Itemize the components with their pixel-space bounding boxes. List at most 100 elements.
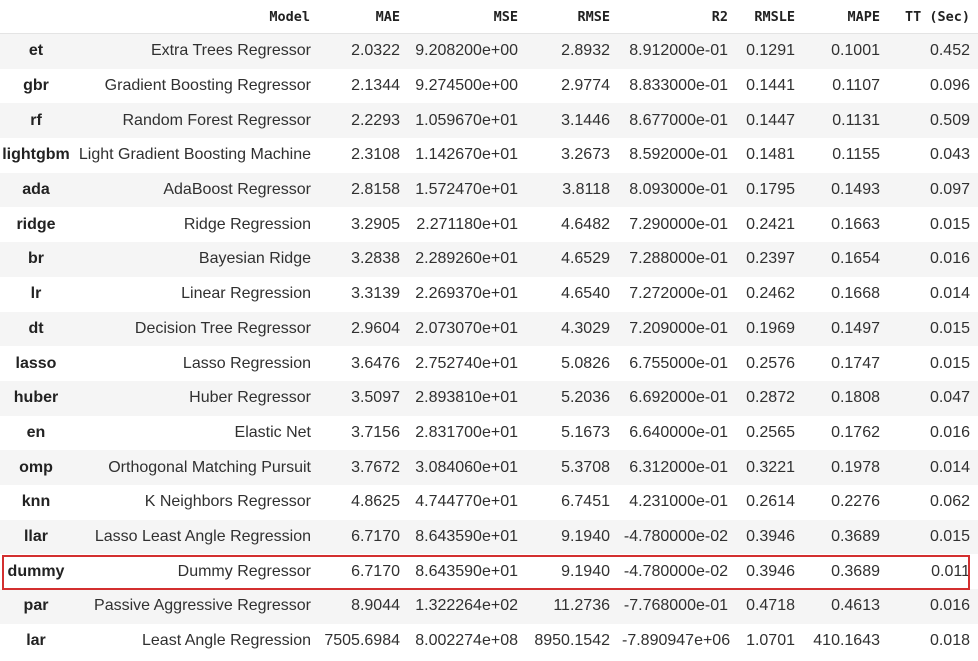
- index-header: [0, 0, 72, 34]
- model-name: Bayesian Ridge: [198, 250, 311, 268]
- r2-cell: 7.288000e-01: [629, 250, 728, 268]
- r2-cell: -7.768000e-01: [623, 597, 728, 615]
- rmse-cell: 9.1940: [561, 527, 610, 545]
- rmse-cell: 6.7451: [561, 493, 610, 511]
- rmsle-cell: 0.1291: [746, 42, 795, 60]
- row-id: knn: [21, 493, 51, 511]
- r2-cell: 6.312000e-01: [629, 458, 728, 476]
- model-name: Linear Regression: [181, 285, 311, 303]
- row-id: lasso: [15, 354, 57, 372]
- table-row: ada AdaBoost Regressor 2.8158 1.572470e+01 3…: [0, 172, 978, 208]
- model-name: AdaBoost Regressor: [163, 181, 311, 199]
- table-row: par Passive Aggressive Regressor 8.9044 1.3…: [0, 589, 978, 624]
- rmsle-cell: 0.1481: [746, 146, 795, 164]
- row-id: omp: [19, 458, 53, 476]
- table-row: lightgbm Light Gradient Boosting Machine 2…: [0, 138, 978, 173]
- table-row: omp Orthogonal Matching Pursuit 3.7672 3.08…: [0, 450, 978, 485]
- model-name: Elastic Net: [234, 423, 311, 441]
- mae-cell: 3.5097: [351, 389, 400, 407]
- table-row: dt Decision Tree Regressor 2.9604 2.073070e…: [0, 311, 978, 347]
- model-name: Ridge Regression: [183, 215, 311, 233]
- model-name: Decision Tree Regressor: [134, 319, 311, 337]
- rmsle-cell: 0.2397: [746, 250, 795, 268]
- rmsle-cell: 1.0701: [746, 632, 795, 650]
- mae-header: MAE: [318, 0, 408, 34]
- row-id: huber: [13, 389, 59, 407]
- mae-cell: 3.2905: [351, 215, 400, 233]
- tt-cell: 0.062: [929, 493, 970, 511]
- table-row: lasso Lasso Regression 3.6476 2.752740e+01 5…: [0, 346, 978, 381]
- row-id: rf: [30, 111, 42, 129]
- rmse-cell: 4.6529: [561, 250, 610, 268]
- mape-cell: 0.1107: [832, 77, 880, 95]
- r2-header: R2: [618, 0, 736, 34]
- rmse-cell: 5.2036: [561, 389, 610, 407]
- tt-cell: 0.018: [929, 632, 970, 650]
- row-id: lar: [26, 632, 46, 650]
- mse-cell: 2.752740e+01: [415, 354, 518, 372]
- rmse-cell: 3.8118: [562, 181, 610, 199]
- mse-cell: 1.322264e+02: [415, 597, 518, 615]
- rmsle-cell: 0.1969: [746, 319, 795, 337]
- table-row: lr Linear Regression 3.3139 2.269370e+01 4.6…: [0, 276, 978, 312]
- mse-cell: 8.643590e+01: [415, 562, 518, 580]
- rmsle-cell: 0.3946: [746, 527, 795, 545]
- model-name: Huber Regressor: [189, 389, 311, 407]
- table-row: rf Random Forest Regressor 2.2293 1.059670e…: [0, 103, 978, 139]
- mape-cell: 0.1654: [831, 250, 880, 268]
- mse-cell: 8.643590e+01: [415, 527, 518, 545]
- r2-cell: 8.833000e-01: [629, 77, 728, 95]
- rmse-cell: 3.2673: [561, 146, 610, 164]
- rmsle-cell: 0.2565: [746, 423, 795, 441]
- mape-cell: 410.1643: [813, 632, 880, 650]
- tt-header: TT (Sec): [888, 0, 978, 34]
- rmse-cell: 5.1673: [561, 423, 610, 441]
- tt-cell: 0.016: [929, 423, 970, 441]
- table-row: et Extra Trees Regressor 2.0322 9.208200e+0…: [0, 33, 978, 69]
- tt-cell: 0.047: [929, 389, 970, 407]
- mape-cell: 0.1663: [831, 215, 880, 233]
- mae-cell: 2.0322: [351, 42, 400, 60]
- row-id: lightgbm: [2, 146, 70, 164]
- mse-cell: 1.142670e+01: [415, 146, 518, 164]
- r2-cell: 8.093000e-01: [629, 181, 728, 199]
- mae-cell: 2.3108: [351, 146, 400, 164]
- rmsle-cell: 0.2576: [746, 354, 795, 372]
- mape-cell: 0.1493: [831, 181, 880, 199]
- table-row: lar Least Angle Regression 7505.6984 8.0022…: [0, 623, 978, 659]
- table-row: br Bayesian Ridge 3.2838 2.289260e+01 4.6529…: [0, 242, 978, 277]
- rmsle-cell: 0.2614: [746, 493, 795, 511]
- mae-cell: 6.7170: [351, 527, 400, 545]
- tt-cell: 0.452: [929, 42, 970, 60]
- mae-cell: 3.3139: [351, 285, 400, 303]
- rmse-cell: 2.8932: [561, 42, 610, 60]
- tt-cell: 0.014: [929, 285, 970, 303]
- mae-cell: 6.7170: [351, 562, 400, 580]
- table-body: et Extra Trees Regressor 2.0322 9.208200e+0…: [0, 33, 978, 659]
- table-row: llar Lasso Least Angle Regression 6.7170 8.…: [0, 519, 978, 555]
- mape-cell: 0.1155: [832, 146, 880, 164]
- mse-header: MSE: [408, 0, 526, 34]
- r2-cell: 7.290000e-01: [629, 215, 728, 233]
- r2-cell: 8.912000e-01: [629, 42, 728, 60]
- rmsle-cell: 0.2462: [746, 285, 795, 303]
- mae-cell: 3.7672: [351, 458, 400, 476]
- mae-cell: 3.2838: [351, 250, 400, 268]
- model-name: Light Gradient Boosting Machine: [78, 146, 311, 164]
- table-row: dummy Dummy Regressor 6.7170 8.643590e+01 9.…: [0, 554, 978, 589]
- rmse-cell: 5.0826: [561, 354, 610, 372]
- mse-cell: 2.271180e+01: [416, 215, 518, 233]
- model-name: Extra Trees Regressor: [150, 42, 311, 60]
- tt-cell: 0.016: [929, 597, 970, 615]
- r2-cell: 6.755000e-01: [629, 354, 728, 372]
- r2-cell: 6.692000e-01: [629, 389, 728, 407]
- tt-cell: 0.015: [929, 354, 970, 372]
- table-row: huber Huber Regressor 3.5097 2.893810e+01 5.…: [0, 380, 978, 416]
- rmse-header: RMSE: [526, 0, 618, 34]
- mape-cell: 0.3689: [831, 562, 880, 580]
- row-id: en: [26, 423, 46, 441]
- table-row: knn K Neighbors Regressor 4.8625 4.744770e+…: [0, 484, 978, 520]
- row-id: llar: [23, 527, 48, 545]
- rmsle-cell: 0.3946: [746, 562, 795, 580]
